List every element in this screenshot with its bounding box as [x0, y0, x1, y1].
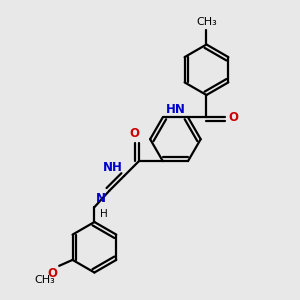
Text: NH: NH: [103, 161, 123, 174]
Text: O: O: [229, 111, 238, 124]
Text: O: O: [48, 267, 58, 280]
Text: H: H: [100, 208, 107, 219]
Text: N: N: [96, 192, 106, 205]
Text: HN: HN: [166, 103, 186, 116]
Text: CH₃: CH₃: [196, 17, 217, 27]
Text: CH₃: CH₃: [35, 275, 56, 285]
Text: O: O: [130, 127, 140, 140]
